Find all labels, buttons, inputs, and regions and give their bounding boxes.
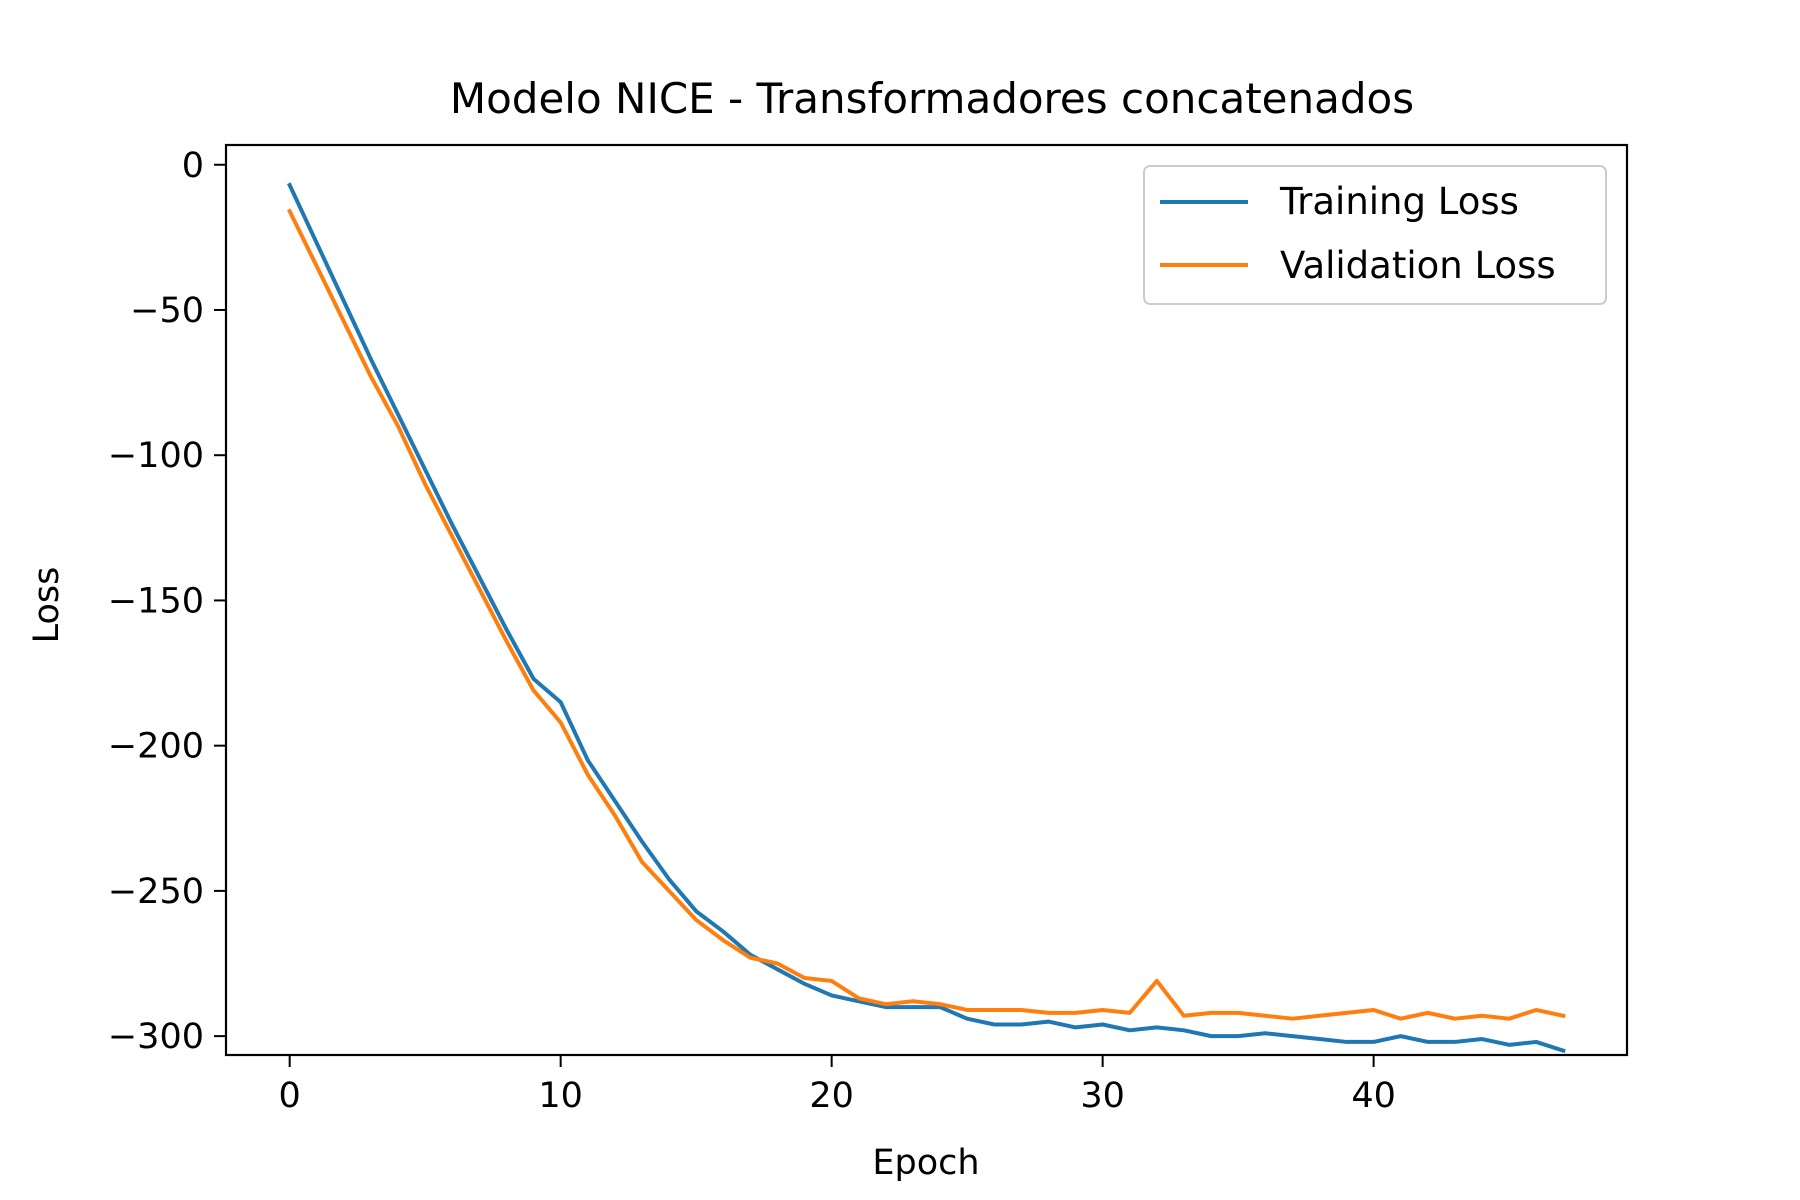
y-tick-label: −300 — [108, 1017, 204, 1057]
series-line-training-loss — [287, 182, 1566, 1054]
legend-box — [1143, 165, 1607, 305]
legend-label-validation: Validation Loss — [1280, 244, 1556, 287]
x-tick-label: 40 — [1351, 1076, 1396, 1116]
x-tick-label: 10 — [538, 1076, 583, 1116]
x-axis-title: Epoch — [872, 1143, 979, 1183]
y-tick-label: −50 — [130, 291, 204, 331]
y-tick-label: −200 — [108, 727, 204, 767]
series-layer — [287, 182, 1566, 1054]
chart-title: Modelo NICE - Transformadores concatenad… — [450, 74, 1414, 123]
y-tick-label: −150 — [108, 581, 204, 621]
x-axis: 0 10 20 30 40 — [279, 1055, 1396, 1116]
legend: Training Loss Validation Loss — [1143, 165, 1607, 305]
y-tick-label: −250 — [108, 872, 204, 912]
y-axis: 0 −50 −100 −150 −200 −250 −300 — [108, 146, 226, 1057]
y-axis-title: Loss — [27, 567, 67, 644]
y-tick-label: 0 — [182, 146, 204, 186]
legend-label-training: Training Loss — [1279, 180, 1519, 223]
y-tick-label: −100 — [108, 436, 204, 476]
series-line-validation-loss — [287, 208, 1566, 1021]
x-tick-label: 0 — [279, 1076, 301, 1116]
x-tick-label: 20 — [809, 1076, 854, 1116]
x-tick-label: 30 — [1080, 1076, 1125, 1116]
